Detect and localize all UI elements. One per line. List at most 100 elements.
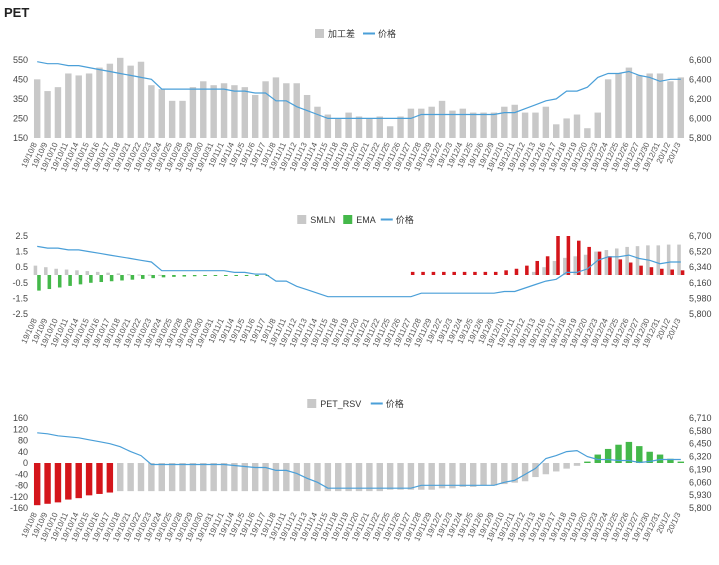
- bar-pet-rsv: [251, 463, 259, 492]
- bar-ema: [151, 275, 155, 279]
- bar-ema: [182, 275, 187, 277]
- bar-pet-rsv: [179, 463, 186, 492]
- chart-panel-smln-ema: SMLN EMA 价格 2.5 1.5 0.5 -0.5 -1.5 -2.5 6,700 6,520…: [0, 206, 719, 386]
- y-left-tick-label: 350: [13, 94, 28, 104]
- y-left-tick-label: -80: [15, 481, 28, 491]
- chart-panel-pet-rsv: PET_RSV 价格 160 120 80 40 0 -40 -80 -120 -160 6,710 6…: [0, 390, 719, 565]
- bar--: [293, 83, 300, 138]
- bar--: [656, 73, 664, 138]
- bar--: [469, 112, 477, 138]
- bar-pet-rsv: [117, 463, 124, 492]
- y-left-tick-label: 1.5: [15, 247, 28, 257]
- bar--: [189, 87, 197, 138]
- bar-ema: [57, 275, 62, 288]
- legend-swatch--: [315, 29, 324, 38]
- bar-ema: [660, 268, 664, 275]
- bar-ema: [141, 275, 145, 279]
- bar-smln: [677, 244, 681, 275]
- bar-pet-rsv: [293, 463, 300, 492]
- legend-label: EMA: [356, 215, 376, 225]
- bar--: [117, 57, 124, 139]
- y-right-tick-label: 6,000: [689, 113, 712, 123]
- bar-ema: [192, 275, 197, 277]
- y-left-tick-label: 0: [23, 458, 28, 468]
- bar-smln: [666, 244, 671, 275]
- bar-ema: [649, 267, 654, 275]
- bar-ema: [109, 275, 114, 282]
- bar--: [127, 65, 134, 138]
- y-right-tick-label: 6,190: [689, 464, 712, 474]
- page-title: PET: [4, 5, 30, 20]
- bar--: [168, 100, 176, 138]
- bar-smln: [552, 260, 557, 275]
- bar-ema: [410, 271, 415, 275]
- bar-pet-rsv: [521, 463, 529, 482]
- bar-pet-rsv: [106, 463, 114, 493]
- bar-ema: [483, 271, 488, 275]
- bar--: [480, 112, 487, 138]
- bar-ema: [545, 256, 550, 275]
- bar-pet-rsv: [189, 463, 197, 492]
- bar--: [604, 79, 612, 138]
- y-right-tick-label: 6,160: [689, 278, 712, 288]
- y-left-tick-label: -2.5: [12, 309, 28, 319]
- price-line: [37, 245, 681, 298]
- chart-legend: 加工差 价格: [315, 28, 396, 39]
- bar-smln: [594, 251, 598, 275]
- bar--: [490, 112, 498, 138]
- bar-pet-rsv: [303, 463, 311, 492]
- bar-ema: [78, 275, 83, 285]
- bar-smln: [137, 274, 141, 276]
- bar-smln: [563, 257, 567, 275]
- bar--: [366, 118, 373, 138]
- bar-ema: [224, 275, 228, 276]
- bar-smln: [614, 248, 619, 275]
- bar-ema: [421, 271, 425, 275]
- y-right-tick-label: 6,520: [689, 247, 712, 257]
- bar-ema: [639, 265, 643, 275]
- bar-smln: [64, 269, 69, 275]
- bar-ema: [37, 275, 41, 291]
- bar-ema: [566, 236, 571, 275]
- bar-smln: [33, 265, 38, 275]
- chart-2-svg: SMLN EMA 价格 2.5 1.5 0.5 -0.5 -1.5 -2.5 6,700 6,520…: [12, 214, 712, 349]
- bar--: [44, 91, 51, 138]
- bar--: [563, 118, 570, 138]
- bar-ema: [255, 275, 259, 276]
- bar--: [345, 112, 352, 138]
- y-left-tick-label: 550: [13, 55, 28, 65]
- bar-smln: [75, 270, 79, 275]
- y-left-tick-label: -40: [15, 469, 28, 479]
- bar-pet-rsv: [511, 463, 518, 483]
- bar--: [677, 77, 685, 138]
- bar-ema: [587, 246, 591, 275]
- bar-pet-rsv: [573, 463, 581, 466]
- bar--: [251, 94, 259, 138]
- bar--: [231, 85, 238, 138]
- bar-pet-rsv: [200, 463, 207, 492]
- bar-pet-rsv: [314, 463, 321, 492]
- price-line: [37, 61, 681, 119]
- bar-smln: [583, 254, 588, 275]
- y-left-tick-label: 2.5: [15, 231, 28, 241]
- bar-pet-rsv: [490, 463, 498, 486]
- bar-pet-rsv: [324, 463, 332, 492]
- bar-pet-rsv: [667, 458, 674, 463]
- y-left-tick-label: 120: [13, 424, 28, 434]
- bar--: [386, 126, 394, 138]
- bar--: [96, 67, 103, 138]
- bar--: [376, 116, 383, 138]
- bar--: [532, 112, 539, 138]
- bar-pet-rsv: [355, 463, 363, 492]
- bar--: [314, 106, 321, 138]
- bar-pet-rsv: [85, 463, 93, 496]
- bar-pet-rsv: [407, 463, 415, 490]
- bar--: [438, 100, 446, 138]
- y-left-tick-label: 0.5: [15, 262, 28, 272]
- bar--: [179, 100, 186, 138]
- bar-pet-rsv: [33, 463, 41, 506]
- bar--: [106, 63, 114, 138]
- bar-smln: [542, 267, 546, 275]
- bar--: [667, 81, 674, 138]
